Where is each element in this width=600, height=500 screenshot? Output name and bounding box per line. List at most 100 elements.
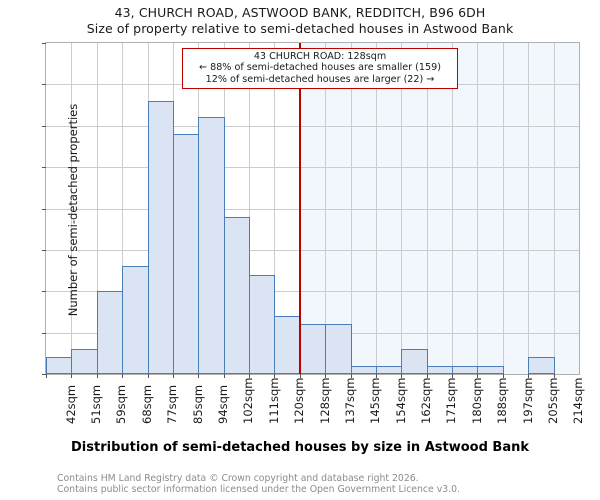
gridline-vertical bbox=[376, 43, 377, 374]
x-axis-tick-label: 51sqm bbox=[89, 384, 104, 424]
y-axis-tick-mark bbox=[42, 43, 46, 44]
gridline-vertical bbox=[97, 43, 98, 374]
x-axis-tick-mark bbox=[46, 374, 47, 378]
gridline-horizontal bbox=[46, 250, 579, 251]
larger-region-shading bbox=[299, 43, 579, 374]
gridline-vertical bbox=[554, 43, 555, 374]
x-axis-tick-mark bbox=[351, 374, 352, 378]
y-axis-tick-mark bbox=[42, 374, 46, 375]
x-axis-tick-label: 94sqm bbox=[215, 384, 230, 424]
x-axis-tick-label: 68sqm bbox=[139, 384, 154, 424]
x-axis-tick-label: 214sqm bbox=[571, 377, 586, 424]
x-axis-tick-label: 171sqm bbox=[444, 377, 459, 424]
y-axis-tick-mark bbox=[42, 250, 46, 251]
histogram-bar bbox=[71, 349, 98, 374]
plot-area: 0510152025303540 42sqm51sqm59sqm68sqm77s… bbox=[42, 42, 585, 424]
gridline-horizontal bbox=[46, 291, 579, 292]
histogram-bar bbox=[325, 324, 352, 374]
property-marker-line bbox=[298, 43, 301, 374]
x-axis-tick-label: 85sqm bbox=[190, 384, 205, 424]
x-axis-tick-mark bbox=[477, 374, 478, 378]
gridline-vertical bbox=[249, 43, 250, 374]
x-axis-tick-label: 111sqm bbox=[266, 377, 281, 424]
histogram-bar bbox=[198, 117, 225, 374]
y-axis-label: Number of semi-detached properties bbox=[66, 103, 80, 317]
x-axis-tick-mark bbox=[528, 374, 529, 378]
histogram-bar bbox=[376, 365, 402, 374]
histogram-bar bbox=[528, 357, 555, 374]
x-axis-tick-label: 145sqm bbox=[368, 377, 383, 424]
x-axis-tick-mark bbox=[325, 374, 326, 378]
histogram-bar bbox=[452, 365, 478, 374]
x-axis-tick-label: 42sqm bbox=[63, 384, 78, 424]
histogram-bar bbox=[97, 291, 123, 374]
x-axis-tick-mark bbox=[148, 374, 149, 378]
x-axis-tick-mark bbox=[376, 374, 377, 378]
x-axis-tick-label: 154sqm bbox=[393, 377, 408, 424]
x-axis-tick-mark bbox=[249, 374, 250, 378]
property-annotation-box: 43 CHURCH ROAD: 128sqm ← 88% of semi-det… bbox=[182, 48, 458, 90]
x-axis-tick-label: 180sqm bbox=[469, 377, 484, 424]
x-axis-tick-label: 128sqm bbox=[317, 377, 332, 424]
gridline-vertical bbox=[401, 43, 402, 374]
annotation-line-2: ← 88% of semi-detached houses are smalle… bbox=[199, 62, 441, 74]
annotation-line-3: 12% of semi-detached houses are larger (… bbox=[205, 73, 435, 85]
x-axis-label: Distribution of semi-detached houses by … bbox=[71, 440, 529, 455]
x-axis-tick-mark bbox=[300, 374, 301, 378]
x-axis-tick-label: 120sqm bbox=[292, 377, 307, 424]
histogram-bar bbox=[401, 349, 428, 374]
x-axis-tick-label: 137sqm bbox=[342, 377, 357, 424]
x-axis-tick-label: 162sqm bbox=[419, 377, 434, 424]
x-axis-tick-mark bbox=[97, 374, 98, 378]
histogram-bar bbox=[148, 100, 174, 374]
x-axis-tick-mark bbox=[452, 374, 453, 378]
chart-title: 43, CHURCH ROAD, ASTWOOD BANK, REDDITCH,… bbox=[114, 5, 486, 20]
footer-line-2: Contains public sector information licen… bbox=[57, 484, 460, 495]
gridline-vertical bbox=[274, 43, 275, 374]
gridline-vertical bbox=[122, 43, 123, 374]
gridline-vertical bbox=[528, 43, 529, 374]
gridline-vertical bbox=[351, 43, 352, 374]
chart-subtitle: Size of property relative to semi-detach… bbox=[86, 21, 514, 36]
x-axis-tick-label: 102sqm bbox=[241, 377, 256, 424]
x-axis-tick-label: 197sqm bbox=[520, 377, 535, 424]
x-axis-tick-mark bbox=[71, 374, 72, 378]
gridline-vertical bbox=[427, 43, 428, 374]
x-axis-tick-label: 188sqm bbox=[495, 377, 510, 424]
histogram-bar bbox=[173, 134, 199, 374]
x-axis-tick-mark bbox=[401, 374, 402, 378]
histogram-bar bbox=[249, 274, 275, 374]
gridline-horizontal bbox=[46, 209, 579, 210]
x-axis-tick-mark bbox=[198, 374, 199, 378]
histogram-bar bbox=[122, 266, 149, 374]
y-axis-tick-mark bbox=[42, 291, 46, 292]
gridline-vertical bbox=[452, 43, 453, 374]
gridline-horizontal bbox=[46, 167, 579, 168]
x-axis-tick-mark bbox=[503, 374, 504, 378]
y-axis-tick-mark bbox=[42, 84, 46, 85]
x-axis-tick-mark bbox=[554, 374, 555, 378]
y-axis-tick-mark bbox=[42, 167, 46, 168]
histogram-bar bbox=[477, 365, 504, 374]
histogram-bar bbox=[351, 365, 377, 374]
gridline-vertical bbox=[71, 43, 72, 374]
x-axis-tick-mark bbox=[224, 374, 225, 378]
gridline-horizontal bbox=[46, 126, 579, 127]
y-axis-tick-mark bbox=[42, 126, 46, 127]
footer-line-1: Contains HM Land Registry data © Crown c… bbox=[57, 473, 419, 484]
gridline-vertical bbox=[477, 43, 478, 374]
y-axis-tick-mark bbox=[42, 333, 46, 334]
x-axis-tick-mark bbox=[274, 374, 275, 378]
x-axis-tick-mark bbox=[122, 374, 123, 378]
histogram-bar bbox=[46, 357, 72, 374]
x-axis-tick-label: 59sqm bbox=[114, 384, 129, 424]
gridline-vertical bbox=[503, 43, 504, 374]
gridline-vertical bbox=[325, 43, 326, 374]
x-axis-tick-mark bbox=[173, 374, 174, 378]
x-axis-tick-label: 205sqm bbox=[545, 377, 560, 424]
annotation-line-1: 43 CHURCH ROAD: 128sqm bbox=[253, 51, 387, 62]
histogram-bar bbox=[300, 324, 326, 374]
x-axis-tick-label: 77sqm bbox=[165, 384, 180, 424]
y-axis-tick-mark bbox=[42, 209, 46, 210]
